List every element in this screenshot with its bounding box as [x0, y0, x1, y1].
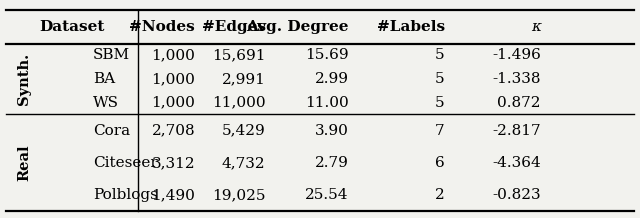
Text: 2,991: 2,991: [221, 72, 266, 86]
Text: 15.69: 15.69: [305, 48, 349, 62]
Text: κ: κ: [531, 20, 541, 34]
Text: Citeseer: Citeseer: [93, 156, 157, 170]
Text: 2: 2: [435, 188, 445, 202]
Text: 3,312: 3,312: [152, 156, 195, 170]
Text: 2,708: 2,708: [152, 124, 195, 138]
Text: WS: WS: [93, 96, 119, 110]
Text: 3.90: 3.90: [315, 124, 349, 138]
Text: Polblogs: Polblogs: [93, 188, 157, 202]
Text: Dataset: Dataset: [39, 20, 105, 34]
Text: 1,000: 1,000: [151, 72, 195, 86]
Text: 19,025: 19,025: [212, 188, 266, 202]
Text: 11,000: 11,000: [212, 96, 266, 110]
Text: 2.79: 2.79: [315, 156, 349, 170]
Text: 7: 7: [435, 124, 445, 138]
Text: Real: Real: [17, 145, 31, 181]
Text: SBM: SBM: [93, 48, 130, 62]
Text: Cora: Cora: [93, 124, 130, 138]
Text: BA: BA: [93, 72, 115, 86]
Text: 5: 5: [435, 48, 445, 62]
Text: 15,691: 15,691: [212, 48, 266, 62]
Text: 2.99: 2.99: [315, 72, 349, 86]
Text: 1,490: 1,490: [151, 188, 195, 202]
Text: #Edges: #Edges: [202, 20, 266, 34]
Text: 1,000: 1,000: [151, 96, 195, 110]
Text: #Nodes: #Nodes: [129, 20, 195, 34]
Text: Synth.: Synth.: [17, 53, 31, 105]
Text: -4.364: -4.364: [492, 156, 541, 170]
Text: 25.54: 25.54: [305, 188, 349, 202]
Text: -1.496: -1.496: [492, 48, 541, 62]
Text: -2.817: -2.817: [492, 124, 541, 138]
Text: 5: 5: [435, 96, 445, 110]
Text: -1.338: -1.338: [492, 72, 541, 86]
Text: 5,429: 5,429: [222, 124, 266, 138]
Text: 5: 5: [435, 72, 445, 86]
Text: 1,000: 1,000: [151, 48, 195, 62]
Text: 4,732: 4,732: [222, 156, 266, 170]
Text: #Labels: #Labels: [377, 20, 445, 34]
Text: 11.00: 11.00: [305, 96, 349, 110]
Text: Avg. Degree: Avg. Degree: [246, 20, 349, 34]
Text: 0.872: 0.872: [497, 96, 541, 110]
Text: -0.823: -0.823: [492, 188, 541, 202]
Text: 6: 6: [435, 156, 445, 170]
